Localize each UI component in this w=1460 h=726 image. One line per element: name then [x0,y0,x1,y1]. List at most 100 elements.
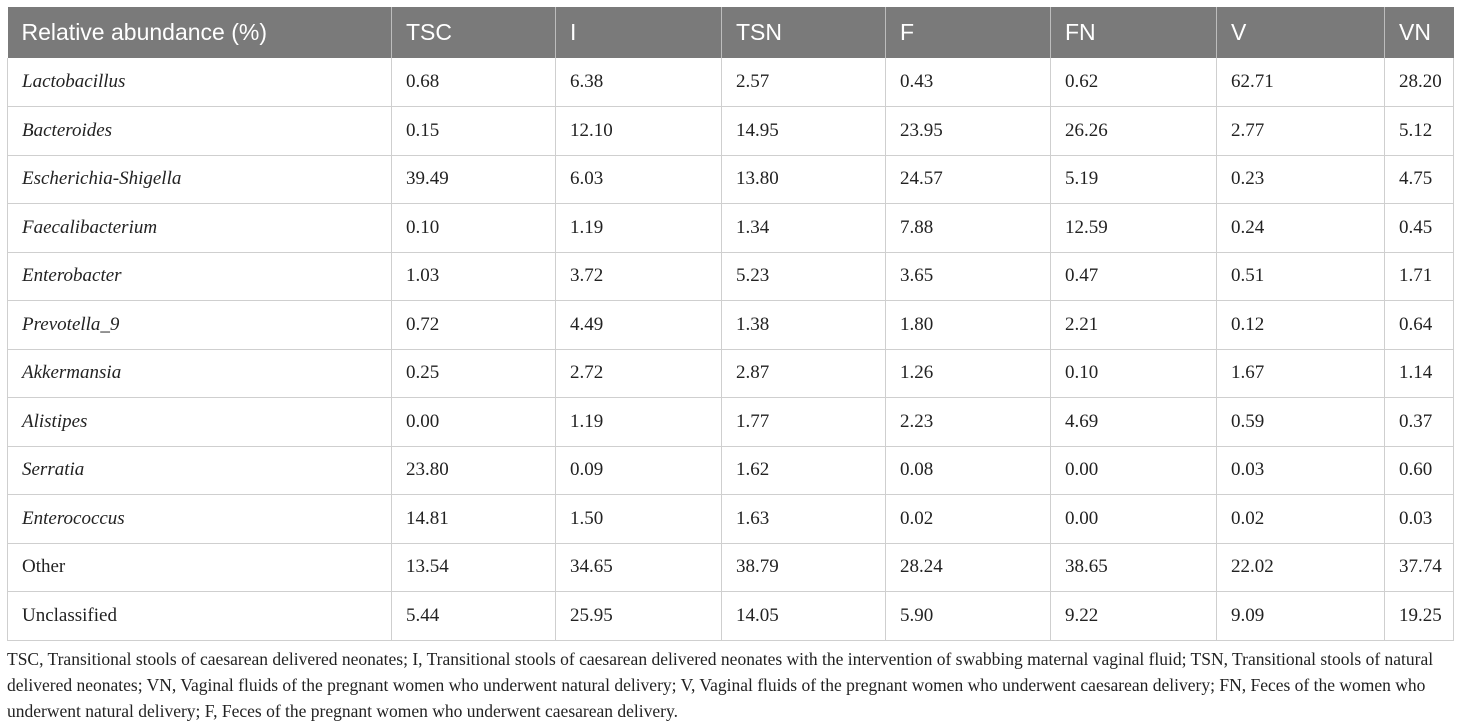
table-cell: 12.10 [555,106,722,156]
table-cell: 0.02 [885,494,1051,544]
table-cell: 1.67 [1216,349,1385,398]
table-cell: 5.23 [721,252,886,301]
table-cell: 1.80 [885,300,1051,350]
table-cell: 62.71 [1216,58,1385,107]
table-row: Unclassified 5.44 25.95 14.05 5.90 9.22 9.09 19… [7,591,1454,641]
row-label: Lactobacillus [7,58,392,107]
table-cell: 14.05 [721,591,886,641]
table-cell: 23.95 [885,106,1051,156]
table-cell: 0.51 [1216,252,1385,301]
table-cell: 37.74 [1384,543,1454,592]
table-cell: 1.34 [721,203,886,253]
table-cell: 0.72 [391,300,556,350]
table-row: Lactobacillus 0.68 6.38 2.57 0.43 0.62 62.71 28… [7,58,1454,107]
table-cell: 0.00 [1050,446,1217,495]
table-cell: 1.26 [885,349,1051,398]
table-cell: 0.23 [1216,155,1385,204]
row-label: Alistipes [7,397,392,447]
table-cell: 0.10 [1050,349,1217,398]
table-cell: 0.00 [1050,494,1217,544]
table-cell: 0.47 [1050,252,1217,301]
table-cell: 3.72 [555,252,722,301]
table-cell: 0.03 [1384,494,1454,544]
table-cell: 2.23 [885,397,1051,447]
column-header: FN [1050,7,1217,58]
table-cell: 2.57 [721,58,886,107]
table-cell: 0.03 [1216,446,1385,495]
row-label: Prevotella_9 [7,300,392,350]
table-row: Enterococcus 14.81 1.50 1.63 0.02 0.00 0.02 0.0… [7,494,1454,544]
table-cell: 1.03 [391,252,556,301]
table-cell: 0.15 [391,106,556,156]
table-row: Serratia 23.80 0.09 1.62 0.08 0.00 0.03 0.60 [7,446,1454,495]
table-cell: 19.25 [1384,591,1454,641]
table-cell: 5.44 [391,591,556,641]
table-cell: 0.43 [885,58,1051,107]
table-cell: 1.71 [1384,252,1454,301]
table-cell: 0.09 [555,446,722,495]
table-cell: 26.26 [1050,106,1217,156]
table-row: Prevotella_9 0.72 4.49 1.38 1.80 2.21 0.12 0.64 [7,300,1454,350]
table-cell: 0.10 [391,203,556,253]
table-row: Bacteroides 0.15 12.10 14.95 23.95 26.26 2.77 5… [7,106,1454,156]
table-cell: 22.02 [1216,543,1385,592]
table-cell: 28.20 [1384,58,1454,107]
table-cell: 1.14 [1384,349,1454,398]
table-cell: 2.87 [721,349,886,398]
table-cell: 1.77 [721,397,886,447]
table-cell: 2.77 [1216,106,1385,156]
column-header: I [555,7,722,58]
table-cell: 3.65 [885,252,1051,301]
row-label: Akkermansia [7,349,392,398]
table-cell: 38.65 [1050,543,1217,592]
column-header: TSN [721,7,886,58]
row-label: Serratia [7,446,392,495]
table-cell: 0.24 [1216,203,1385,253]
table-cell: 0.12 [1216,300,1385,350]
table-cell: 0.08 [885,446,1051,495]
row-label: Enterococcus [7,494,392,544]
table-cell: 28.24 [885,543,1051,592]
abundance-table: Relative abundance (%) TSC I TSN F FN V … [7,7,1454,641]
table-cell: 14.95 [721,106,886,156]
table-cell: 1.63 [721,494,886,544]
column-header: F [885,7,1051,58]
table-cell: 25.95 [555,591,722,641]
table-cell: 7.88 [885,203,1051,253]
column-header: Relative abundance (%) [7,7,392,58]
table-cell: 12.59 [1050,203,1217,253]
table-cell: 0.37 [1384,397,1454,447]
column-header: TSC [391,7,556,58]
table-cell: 0.62 [1050,58,1217,107]
table-cell: 2.72 [555,349,722,398]
table-cell: 4.69 [1050,397,1217,447]
table-cell: 5.19 [1050,155,1217,204]
table-cell: 0.60 [1384,446,1454,495]
row-label: Faecalibacterium [7,203,392,253]
table-cell: 39.49 [391,155,556,204]
table-cell: 4.49 [555,300,722,350]
table-cell: 0.25 [391,349,556,398]
table-header-row: Relative abundance (%) TSC I TSN F FN V … [7,7,1454,58]
table-cell: 2.21 [1050,300,1217,350]
table-cell: 13.54 [391,543,556,592]
table-cell: 6.03 [555,155,722,204]
table-cell: 38.79 [721,543,886,592]
table-row: Escherichia-Shigella 39.49 6.03 13.80 24.57 5… [7,155,1454,204]
table-cell: 5.12 [1384,106,1454,156]
table-cell: 23.80 [391,446,556,495]
table-cell: 0.45 [1384,203,1454,253]
abundance-table-container: Relative abundance (%) TSC I TSN F FN V … [7,7,1454,641]
table-cell: 14.81 [391,494,556,544]
table-footnote: TSC, Transitional stools of caesarean de… [7,649,1434,721]
table-cell: 4.75 [1384,155,1454,204]
table-cell: 1.38 [721,300,886,350]
table-cell: 5.90 [885,591,1051,641]
table-row: Faecalibacterium 0.10 1.19 1.34 7.88 12.59 0.2… [7,203,1454,253]
table-cell: 9.22 [1050,591,1217,641]
table-cell: 1.19 [555,397,722,447]
table-cell: 1.50 [555,494,722,544]
row-label: Unclassified [7,591,392,641]
table-cell: 0.68 [391,58,556,107]
table-cell: 9.09 [1216,591,1385,641]
